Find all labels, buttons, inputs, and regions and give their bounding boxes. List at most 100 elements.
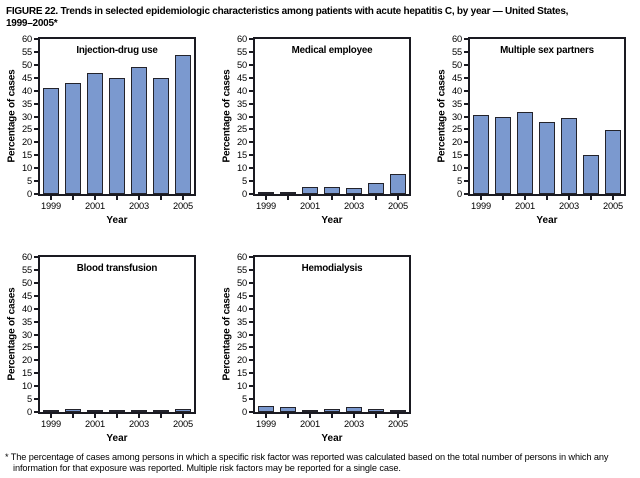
x-axis-label: Year	[536, 215, 558, 226]
y-tick-mark	[34, 256, 38, 258]
y-tick-mark	[249, 38, 253, 40]
y-tick-mark	[464, 63, 468, 66]
x-tick-mark	[116, 196, 118, 200]
bar-2002	[324, 186, 340, 194]
x-tick-label: 2003	[129, 201, 149, 211]
y-tick-mark	[249, 346, 253, 349]
y-tick-mark	[249, 89, 253, 92]
x-tick-mark	[160, 196, 162, 200]
y-tick-label: 45	[22, 290, 32, 301]
x-tick-mark	[502, 196, 504, 200]
y-tick-label: 20	[22, 137, 32, 148]
chart-medical-employee: Percentage of cases Medical employee Yea…	[221, 32, 431, 237]
y-tick-label: 15	[22, 368, 32, 379]
y-tick-label: 60	[452, 34, 462, 44]
y-tick-mark	[249, 180, 253, 183]
y-tick-mark	[464, 193, 468, 195]
bar-2000	[495, 116, 511, 194]
y-tick-label: 35	[452, 98, 462, 109]
y-tick-label: 20	[237, 355, 247, 366]
y-tick-mark	[34, 141, 38, 144]
y-tick-label: 40	[237, 85, 247, 96]
x-tick-label: 2003	[344, 419, 364, 429]
y-tick-mark	[464, 89, 468, 92]
y-tick-label: 20	[22, 355, 32, 366]
bar-2005	[390, 410, 406, 412]
bar-2000	[65, 409, 81, 412]
y-tick-label: 45	[237, 72, 247, 83]
y-tick-mark	[249, 268, 253, 271]
y-tick-mark	[249, 372, 253, 375]
figure-title-line1: FIGURE 22. Trends in selected epidemiolo…	[6, 6, 569, 17]
x-tick-label: 2005	[388, 419, 408, 429]
y-tick-label: 55	[452, 46, 462, 57]
y-tick-label: 5	[27, 176, 32, 187]
bar-2000	[65, 82, 81, 194]
y-tick-label: 5	[457, 176, 462, 187]
y-tick-mark	[34, 50, 38, 53]
y-tick-mark	[464, 180, 468, 183]
bar-2003	[561, 117, 577, 194]
y-tick-label: 25	[237, 124, 247, 135]
y-tick-label: 10	[22, 163, 32, 174]
y-tick-mark	[34, 281, 38, 284]
y-tick-mark	[249, 411, 253, 413]
bar-2001	[87, 410, 103, 412]
y-tick-mark	[34, 398, 38, 401]
y-tick-label: 35	[237, 98, 247, 109]
y-tick-label: 40	[22, 303, 32, 314]
chart-title: Multiple sex partners	[500, 45, 594, 56]
x-axis-label: Year	[321, 433, 343, 444]
y-tick-label: 30	[237, 111, 247, 122]
x-tick-mark	[612, 196, 614, 200]
y-tick-label: 30	[237, 329, 247, 340]
chart-title: Blood transfusion	[76, 263, 158, 274]
x-axis-label: Year	[106, 433, 128, 444]
y-tick-mark	[464, 102, 468, 105]
y-tick-label: 45	[237, 290, 247, 301]
x-tick-mark	[265, 196, 267, 200]
y-tick-label: 55	[237, 264, 247, 275]
x-tick-mark	[182, 196, 184, 200]
y-tick-mark	[34, 385, 38, 388]
y-tick-label: 35	[22, 98, 32, 109]
y-tick-mark	[249, 50, 253, 53]
figure-title-line2: 1999–2005*	[6, 18, 58, 29]
x-tick-label: 2005	[388, 201, 408, 211]
y-tick-mark	[249, 281, 253, 284]
y-tick-label: 60	[22, 34, 32, 44]
y-tick-label: 55	[22, 264, 32, 275]
y-tick-mark	[464, 154, 468, 157]
bar-2003	[131, 409, 147, 412]
bar-2001	[302, 186, 318, 194]
x-tick-mark	[182, 414, 184, 418]
bar-2001	[302, 410, 318, 412]
y-tick-mark	[249, 76, 253, 79]
figure-footnote: * The percentage of cases among persons …	[5, 452, 609, 473]
x-tick-mark	[50, 196, 52, 200]
y-tick-label: 25	[22, 342, 32, 353]
figure-title: FIGURE 22. Trends in selected epidemiolo…	[6, 6, 634, 30]
plot-area: Injection-drug use	[38, 37, 196, 196]
y-tick-mark	[249, 63, 253, 66]
bar-2002	[109, 77, 125, 194]
y-tick-mark	[249, 167, 253, 170]
y-tick-label: 50	[237, 59, 247, 70]
x-tick-mark	[116, 414, 118, 418]
y-tick-mark	[34, 294, 38, 297]
chart-title: Hemodialysis	[301, 263, 363, 274]
x-tick-label: 1999	[256, 419, 276, 429]
plot-area: Medical employee	[253, 37, 411, 196]
y-tick-label: 50	[22, 59, 32, 70]
y-tick-mark	[249, 256, 253, 258]
y-tick-mark	[249, 398, 253, 401]
x-tick-mark	[94, 414, 96, 418]
x-tick-mark	[309, 196, 311, 200]
x-tick-mark	[590, 196, 592, 200]
x-tick-mark	[397, 196, 399, 200]
bar-2005	[175, 408, 191, 412]
y-tick-mark	[464, 141, 468, 144]
y-tick-mark	[249, 294, 253, 297]
y-tick-mark	[249, 320, 253, 323]
